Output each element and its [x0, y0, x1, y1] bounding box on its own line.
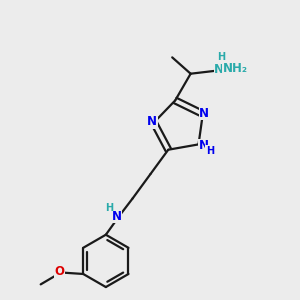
Text: N: N: [199, 140, 209, 152]
Text: ₂: ₂: [233, 64, 238, 74]
Text: O: O: [54, 266, 64, 278]
Text: N: N: [199, 107, 209, 120]
Text: NH: NH: [214, 63, 234, 76]
Text: N: N: [147, 116, 157, 128]
Text: H: H: [105, 203, 113, 213]
Text: H: H: [217, 52, 225, 62]
Text: H: H: [206, 146, 214, 156]
Text: NH₂: NH₂: [222, 62, 248, 76]
Text: N: N: [112, 210, 122, 223]
